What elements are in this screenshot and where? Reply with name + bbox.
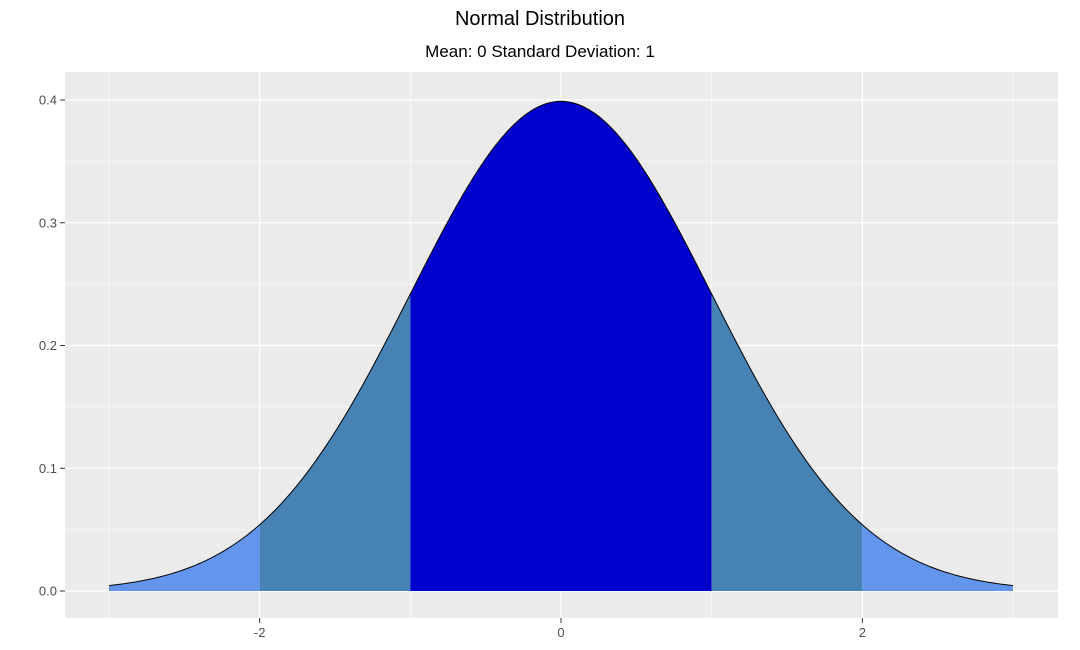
x-tick-label: 2 xyxy=(859,625,866,640)
shaded-region-4 xyxy=(711,293,863,591)
y-tick-label: 0.4 xyxy=(39,93,57,108)
shaded-region-2 xyxy=(259,293,411,591)
shaded-region-3 xyxy=(410,101,712,592)
y-tick-label: 0.3 xyxy=(39,215,57,230)
chart-title: Normal Distribution xyxy=(454,8,626,30)
shaded-regions xyxy=(109,101,1013,592)
y-axis: 0.0 0.1 0.2 0.3 0.4 xyxy=(39,93,65,599)
density-curve xyxy=(108,100,1014,587)
y-tick-label: 0.2 xyxy=(39,338,57,353)
x-tick-label: -2 xyxy=(254,625,266,640)
shaded-region-1 xyxy=(109,524,260,591)
x-axis: -2 0 2 xyxy=(254,618,866,640)
y-tick-label: 0.0 xyxy=(39,584,57,599)
x-tick-label: 0 xyxy=(557,625,564,640)
y-tick-label: 0.1 xyxy=(39,461,57,476)
shaded-region-5 xyxy=(862,524,1013,591)
chart-subtitle: Mean: 0 Standard Deviation: 1 xyxy=(425,42,655,61)
